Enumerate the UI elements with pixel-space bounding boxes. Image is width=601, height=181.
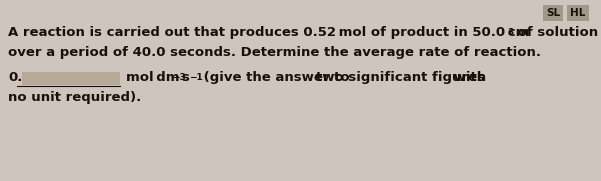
Text: with: with bbox=[449, 71, 486, 84]
Text: (give the answer to: (give the answer to bbox=[199, 71, 354, 84]
Text: HL: HL bbox=[570, 8, 586, 18]
Text: 0.: 0. bbox=[8, 71, 22, 84]
Text: s: s bbox=[181, 71, 189, 84]
Text: 3: 3 bbox=[507, 28, 513, 37]
Text: of solution: of solution bbox=[513, 26, 598, 39]
Text: over a period of 40.0 seconds. Determine the average rate of reaction.: over a period of 40.0 seconds. Determine… bbox=[8, 46, 541, 59]
Text: no unit required).: no unit required). bbox=[8, 91, 141, 104]
Text: SL: SL bbox=[546, 8, 560, 18]
Bar bbox=[22, 72, 120, 85]
Text: two significant figures: two significant figures bbox=[316, 71, 485, 84]
Text: −1: −1 bbox=[189, 73, 203, 82]
Text: mol dm: mol dm bbox=[126, 71, 180, 84]
Text: −3: −3 bbox=[172, 73, 186, 82]
Text: A reaction is carried out that produces 0.52 mol of product in 50.0 cm: A reaction is carried out that produces … bbox=[8, 26, 529, 39]
